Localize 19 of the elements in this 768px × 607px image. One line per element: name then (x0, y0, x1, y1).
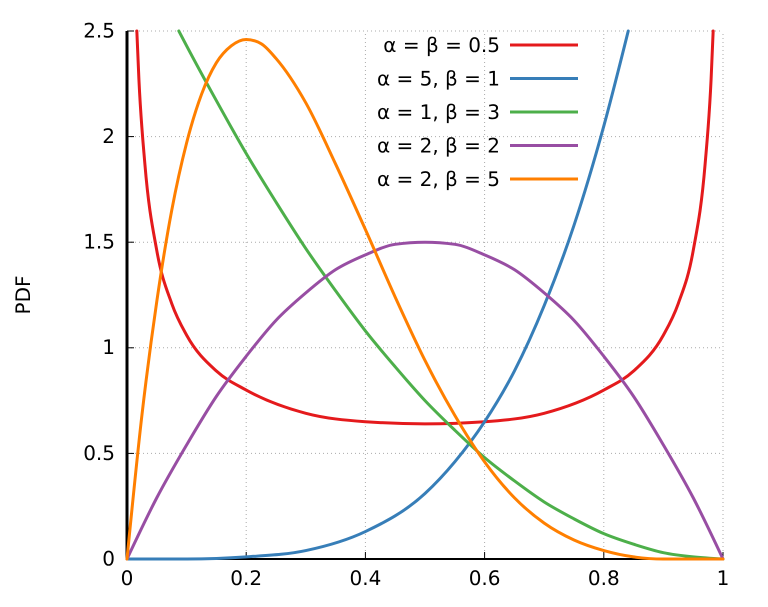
y-tick-label: 1 (102, 335, 115, 360)
y-axis-title: PDF (11, 276, 35, 314)
line-series (135, 30, 715, 426)
y-tick-label: 1.5 (83, 230, 115, 254)
y-tick-label: 2 (102, 124, 115, 148)
x-tick-label: 1 (716, 566, 730, 590)
x-tick-label: 0.6 (468, 566, 501, 590)
x-tick-label: 0.2 (230, 566, 262, 590)
legend-label: α = 1, β = 3 (376, 100, 500, 124)
y-tick-label: 0.5 (83, 440, 115, 465)
legend-label: α = 2, β = 5 (376, 167, 500, 191)
y-tick-label: 2.5 (83, 18, 115, 42)
x-tick-label: 0 (120, 566, 134, 590)
legend-label: α = 2, β = 2 (376, 134, 500, 158)
x-tick-label: 0.8 (588, 566, 620, 590)
legend-label: α = 5, β = 1 (376, 66, 500, 90)
x-tick-label: 0.4 (349, 566, 382, 590)
y-tick-label: 0 (102, 546, 115, 570)
legend-label: α = β = 0.5 (383, 33, 500, 57)
